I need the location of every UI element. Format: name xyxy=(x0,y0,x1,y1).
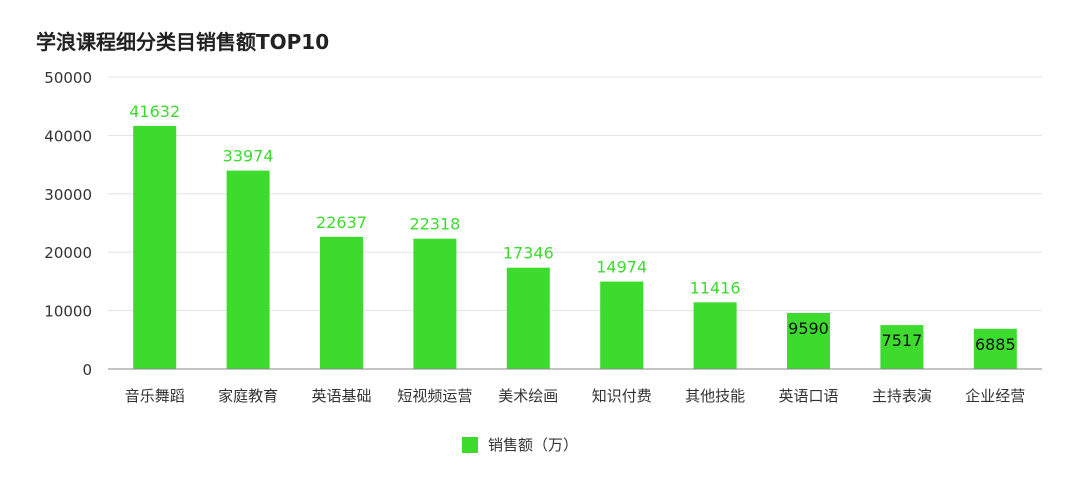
data-labels: 41632 33974 22637 22318 17346 14974 11416 9590 7… xyxy=(129,102,1015,354)
y-tick-label: 0 xyxy=(82,361,92,379)
y-tick-label: 40000 xyxy=(44,127,92,145)
x-tick-label: 美术绘画 xyxy=(498,387,558,405)
y-tick-label: 10000 xyxy=(44,303,92,321)
bars xyxy=(133,125,1017,370)
data-label: 22318 xyxy=(409,215,460,234)
data-label: 9590 xyxy=(788,319,829,338)
x-tick-label: 音乐舞蹈 xyxy=(125,387,185,405)
x-tick-label: 英语基础 xyxy=(311,387,371,405)
x-tick-label: 家庭教育 xyxy=(218,387,278,405)
legend[interactable]: 销售额（万） xyxy=(462,434,578,455)
data-label: 41632 xyxy=(129,102,180,121)
y-tick-label: 50000 xyxy=(44,69,92,87)
y-axis-ticks: 0 10000 20000 30000 40000 50000 xyxy=(44,69,92,379)
bar xyxy=(880,325,924,369)
x-tick-label: 企业经营 xyxy=(965,387,1025,405)
bar xyxy=(787,312,830,369)
bar xyxy=(973,328,1017,369)
x-tick-label: 短视频运营 xyxy=(397,387,472,405)
bar xyxy=(506,267,550,369)
data-label: 22637 xyxy=(316,213,367,232)
data-label: 14974 xyxy=(596,258,647,277)
data-label: 33974 xyxy=(223,147,274,166)
x-tick-label: 英语口语 xyxy=(778,387,838,405)
bar xyxy=(600,281,644,369)
y-tick-label: 20000 xyxy=(44,244,92,262)
bar xyxy=(413,238,457,369)
x-tick-label: 知识付费 xyxy=(592,387,652,405)
y-tick-label: 30000 xyxy=(44,186,92,204)
legend-swatch xyxy=(462,436,478,453)
x-tick-label: 其他技能 xyxy=(685,387,745,405)
data-label: 11416 xyxy=(690,278,741,297)
data-label: 7517 xyxy=(882,331,923,350)
bar xyxy=(226,170,270,369)
bar xyxy=(320,236,363,369)
bar xyxy=(693,302,737,369)
chart-title: 学浪课程细分类目销售额TOP10 xyxy=(36,30,330,54)
data-label: 17346 xyxy=(503,244,554,263)
x-tick-label: 主持表演 xyxy=(872,387,932,405)
x-axis-ticks: 音乐舞蹈 家庭教育 英语基础 短视频运营 美术绘画 知识付费 其他技能 英语口语 主持表演 企业经… xyxy=(125,387,1026,405)
data-label: 6885 xyxy=(975,335,1016,354)
legend-label: 销售额（万） xyxy=(488,436,579,454)
bar xyxy=(133,125,177,370)
